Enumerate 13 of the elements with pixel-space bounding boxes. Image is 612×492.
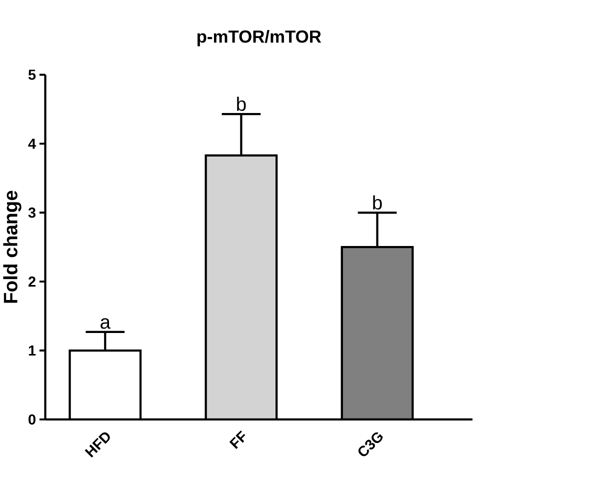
annotation: b [373,195,382,210]
x-tick-label: FF [229,430,246,449]
y-axis-title: Fold change [3,190,22,303]
x-tick-label: C3G [358,432,383,456]
annotation: b [237,96,246,111]
y-tick-label: 5 [28,70,36,80]
y-tick-label: 2 [28,276,36,287]
y-tick-label: 1 [28,345,36,356]
y-tick-label: 3 [28,207,36,218]
y-tick-label: 4 [28,138,36,149]
chart-title: p-mTOR/mTOR [197,30,322,46]
y-tick-label: 0 [28,414,36,424]
annotation: a [100,318,111,329]
